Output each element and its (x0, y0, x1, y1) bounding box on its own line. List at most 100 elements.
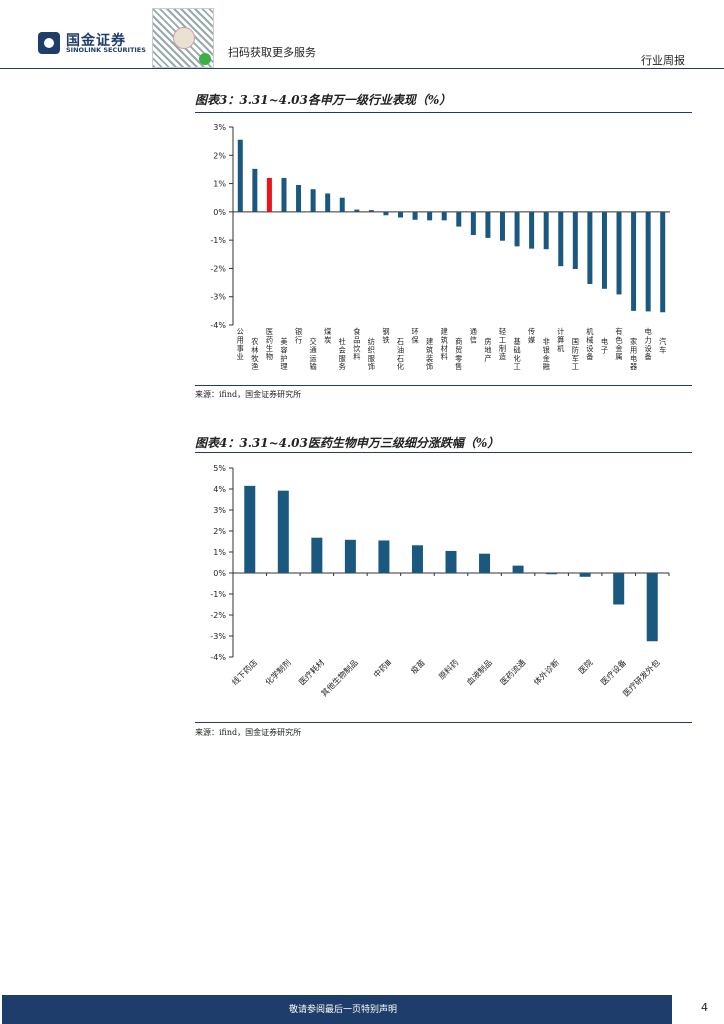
y-tick-label: 1% (213, 548, 226, 557)
x-tick-label: 通信 (470, 327, 477, 344)
x-tick-label: 汽车 (659, 337, 666, 354)
x-tick-label: 美容护理 (280, 337, 287, 371)
x-tick-label: 医疗设备 (598, 657, 628, 687)
x-tick-label: 食品饮料 (353, 327, 361, 361)
figure4-top-rule (195, 452, 692, 453)
y-tick-label: 4% (213, 485, 226, 494)
bar (660, 211, 666, 313)
report-type-label: 行业周报 (641, 54, 685, 67)
bar (616, 211, 622, 295)
x-tick-label: 煤炭 (324, 327, 331, 344)
x-tick-label: 银行 (295, 327, 302, 344)
x-tick-label: 基础化工 (513, 337, 520, 371)
x-tick-label: 机械设备 (586, 327, 594, 361)
bar (398, 211, 404, 218)
bar (479, 553, 491, 573)
bar (244, 485, 256, 573)
figure4-source: 来源：ifind，国金证券研究所 (195, 728, 302, 737)
logo-english-name: SINOLINK SECURITIES (66, 46, 146, 54)
y-tick-label: 5% (213, 464, 226, 473)
x-tick-label: 医院 (576, 657, 594, 675)
bar (543, 211, 549, 250)
bar (514, 211, 520, 247)
y-tick-label: -4% (210, 653, 226, 662)
page-header: 国金证券 SINOLINK SECURITIES 扫码获取更多服务 行业周报 (0, 0, 724, 70)
figure4-bottom-rule (195, 722, 692, 723)
bar (310, 189, 316, 212)
figure3-title: 图表3：3.31~4.03各申万一级行业表现（%） (195, 93, 452, 107)
qr-code-icon[interactable] (152, 8, 214, 68)
x-tick-label: 电力设备 (645, 327, 652, 361)
bar (445, 550, 457, 573)
bar-series (244, 485, 658, 642)
x-tick-label: 建筑材料 (441, 327, 448, 361)
x-tick-label: 中药Ⅲ (371, 657, 393, 679)
y-tick-label: -4% (210, 321, 226, 330)
x-tick-label: 原料药 (436, 657, 460, 681)
bar (579, 573, 591, 577)
x-tick-label: 电子 (601, 337, 608, 354)
bar (587, 211, 593, 284)
x-tick-label: 医疗耗材 (297, 657, 327, 687)
x-tick-label: 家用电器 (630, 337, 637, 371)
x-tick-label: 环保 (411, 327, 419, 344)
x-tick-label: 国防军工 (572, 337, 579, 371)
bar (281, 177, 287, 212)
bar (368, 210, 374, 212)
bar (237, 139, 243, 212)
y-axis: 3% 2% 1% 0% -1% -2% -3% -4% (210, 123, 234, 330)
y-tick-label: 3% (213, 506, 226, 515)
bar (252, 168, 258, 212)
y-tick-label: -2% (210, 264, 226, 273)
logo-chinese-name: 国金证券 (66, 33, 126, 49)
y-axis: 5% 4% 3% 2% 1% 0% -1% -2% -3% -4% (210, 464, 234, 662)
x-tick-label: 公用事业 (237, 327, 244, 361)
company-logo: 国金证券 SINOLINK SECURITIES (38, 30, 148, 56)
x-tick-label: 计算机 (557, 327, 565, 353)
x-tick-label: 医药流通 (498, 657, 528, 687)
x-tick-label: 医药生物 (266, 327, 273, 361)
footer-disclaimer: 敬请参阅最后一页特别声明 (289, 1005, 398, 1015)
bar (646, 573, 658, 642)
bar (512, 565, 524, 573)
figure3-top-rule (195, 112, 692, 113)
figure4-title: 图表4：3.31~4.03医药生物申万三级细分涨跌幅（%） (195, 436, 500, 450)
x-tick-label: 交通运输 (310, 337, 317, 371)
x-tick-label: 传媒 (528, 327, 535, 344)
figure3-source: 来源：ifind，国金证券研究所 (195, 390, 302, 399)
x-tick-label: 轻工制造 (499, 327, 506, 361)
bar (427, 211, 433, 221)
page-number: 4 (701, 1001, 708, 1014)
bar (344, 539, 356, 573)
x-tick-label: 建筑装饰 (426, 337, 433, 371)
bar-series (237, 139, 666, 313)
bar (470, 211, 476, 236)
figure4-chart: 5%4%3%2%1%0%-1%-2%-3%-4%线下药店 化学制剂 医疗耗材其他生物… (210, 464, 670, 698)
y-tick-label: 3% (213, 123, 226, 132)
bar (645, 211, 651, 312)
y-tick-label: -3% (210, 632, 226, 641)
y-tick-label: -1% (210, 590, 226, 599)
x-tick-label: 线下药店 (229, 657, 259, 687)
x-tick-label: 有色金属 (615, 327, 622, 361)
header-divider (0, 68, 724, 69)
wechat-badge-icon (199, 53, 211, 65)
x-tick-label: 体外诊断 (531, 657, 561, 687)
y-tick-label: -2% (210, 611, 226, 620)
logo-mark-icon (38, 32, 60, 54)
page-number-box: 4 (672, 995, 722, 1024)
y-tick-label: -3% (210, 293, 226, 302)
scan-prompt: 扫码获取更多服务 (228, 46, 316, 59)
bar (339, 197, 345, 212)
x-tick-label: 非银金融 (543, 337, 550, 371)
bar (383, 211, 389, 216)
bar (485, 211, 491, 238)
x-tick-label: 农林牧渔 (251, 337, 258, 371)
bar (572, 211, 578, 269)
x-tick-label: 房地产 (484, 337, 491, 363)
figure3-bottom-rule (195, 385, 692, 386)
x-tick-label: 纺织服饰 (368, 337, 375, 371)
